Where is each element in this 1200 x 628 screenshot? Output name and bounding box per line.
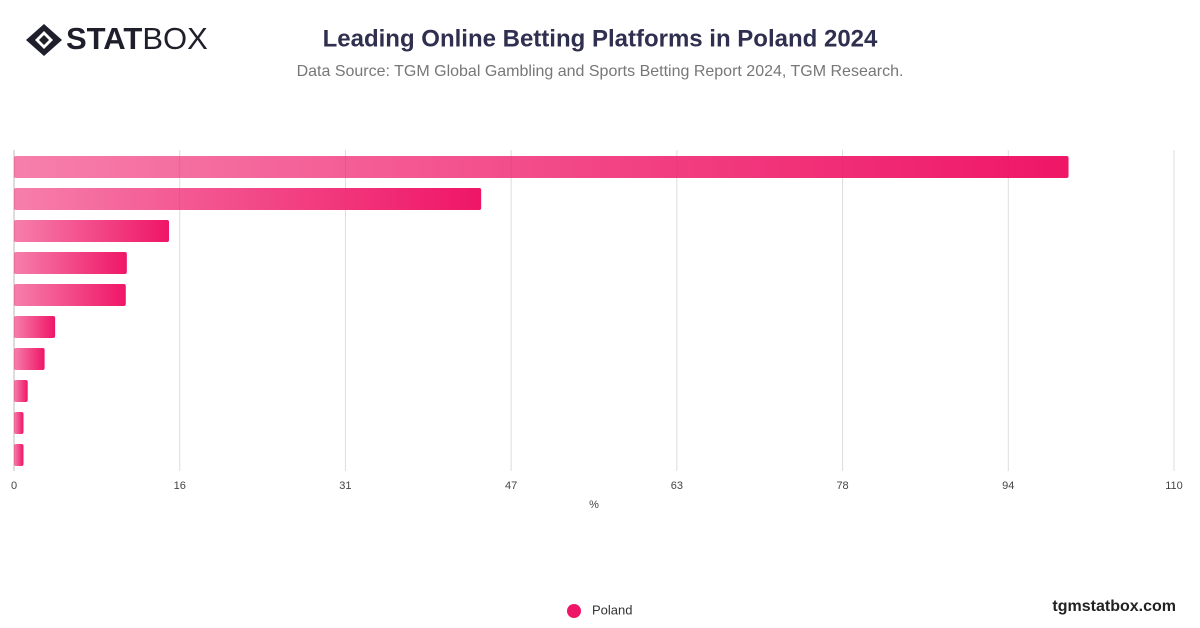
bar (14, 188, 482, 210)
logo-light: BOX (142, 21, 208, 56)
x-tick-label: 16 (174, 480, 186, 492)
footer: tgmstatbox.com (1052, 598, 1176, 615)
logo-text: STATBOX (66, 21, 208, 56)
x-tick-label: 94 (1002, 480, 1014, 492)
bar (14, 284, 126, 306)
bar (14, 412, 24, 434)
bar (14, 444, 24, 466)
legend-label: Poland (592, 602, 632, 617)
x-tick-label: 63 (671, 480, 683, 492)
bar (14, 316, 56, 338)
x-tick-label: 31 (339, 480, 351, 492)
chart-title: Leading Online Betting Platforms in Pola… (323, 25, 878, 52)
x-tick-label: 78 (836, 480, 848, 492)
legend-swatch (567, 604, 581, 618)
x-tick-label: 0 (11, 480, 17, 492)
x-tick-label: 47 (505, 480, 517, 492)
logo-icon-core (39, 35, 49, 45)
bars (14, 156, 1069, 466)
x-axis-label: % (589, 499, 599, 511)
logo-icon (26, 24, 62, 56)
logo-bold: STAT (66, 21, 142, 56)
bar (14, 380, 28, 402)
logo: STATBOX (26, 21, 208, 56)
bar (14, 220, 170, 242)
x-tick-label: 110 (1165, 480, 1183, 492)
chart-subtitle: Data Source: TGM Global Gambling and Spo… (297, 63, 904, 80)
bar (14, 252, 127, 274)
bar (14, 348, 45, 370)
bar (14, 156, 1069, 178)
